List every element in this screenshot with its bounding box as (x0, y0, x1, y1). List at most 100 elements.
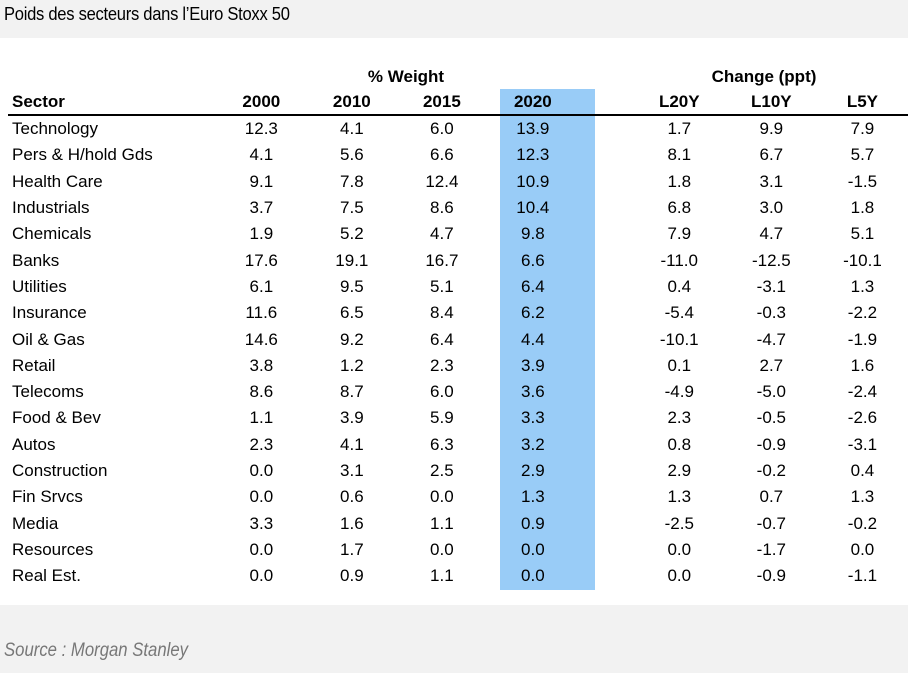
cell-w2000: 1.1 (249, 408, 274, 428)
table-row: Retail 3.8 1.2 2.3 3.9 0.1 2.7 1.6 (8, 353, 908, 379)
cell-sector: Industrials (12, 198, 90, 218)
cell-w2020: 6.6 (521, 250, 545, 270)
cell-w2015: 0.0 (430, 539, 454, 559)
cell-w2000: 12.3 (244, 119, 278, 139)
cell-w2010: 5.2 (340, 224, 364, 244)
cell-sector: Telecoms (12, 382, 84, 402)
source-note: Source : Morgan Stanley (4, 640, 189, 661)
cell-w2010: 8.7 (340, 382, 364, 402)
table-row: Media 3.3 1.6 1.1 0.9 -2.5 -0.7 -0.2 (8, 510, 908, 536)
cell-l10y: -5.0 (756, 382, 786, 402)
spacer-cell (579, 326, 633, 352)
table-row: Banks 17.6 19.1 16.7 6.6 -11.0 -12.5 -10.1 (8, 247, 908, 273)
cell-w2015: 6.0 (430, 119, 454, 139)
cell-w2000: 0.0 (249, 487, 274, 507)
cell-l10y: -0.9 (756, 566, 786, 586)
column-2020-highlight (500, 89, 595, 590)
cell-l5y: -2.2 (847, 303, 878, 323)
cell-sector: Oil & Gas (12, 329, 85, 349)
cell-w2000: 1.9 (249, 224, 274, 244)
cell-w2015: 6.4 (430, 329, 454, 349)
cell-l10y: -3.1 (756, 276, 786, 296)
cell-sector: Media (12, 513, 59, 533)
cell-sector: Real Est. (12, 566, 81, 586)
cell-sector: Autos (12, 434, 56, 454)
cell-w2000: 0.0 (249, 461, 274, 480)
cell-w2000: 11.6 (245, 303, 278, 323)
cell-w2015: 2.5 (430, 461, 454, 480)
cell-w2015: 6.6 (430, 145, 454, 165)
cell-w2000: 9.1 (249, 171, 274, 191)
cell-l10y: 3.0 (759, 198, 784, 218)
cell-l5y: -10.1 (843, 250, 882, 270)
cell-w2020: 10.4 (516, 198, 550, 218)
cell-l20y: 0.0 (667, 566, 692, 586)
cell-w2015: 4.7 (430, 224, 454, 244)
cell-w2020: 0.9 (521, 513, 545, 533)
cell-l20y: -10.1 (659, 329, 699, 349)
cell-l20y: 1.8 (667, 171, 692, 191)
cell-l20y: -11.0 (660, 250, 699, 270)
cell-w2010: 7.8 (340, 171, 364, 191)
cell-w2010: 5.6 (340, 145, 364, 165)
cell-w2020: 3.2 (521, 434, 545, 454)
col-header-l20y: L20Y (632, 90, 726, 116)
cell-l20y: 2.3 (667, 408, 692, 428)
cell-sector: Fin Srvcs (12, 487, 83, 507)
cell-w2020: 13.9 (516, 119, 550, 139)
cell-sector: Food & Bev (12, 408, 101, 428)
header-row: Sector 2000 2010 2015 2020 L20Y L10Y L5Y (8, 90, 908, 116)
table-row: Technology 12.3 4.1 6.0 13.9 1.7 9.9 7.9 (8, 115, 908, 142)
cell-sector: Chemicals (12, 224, 92, 244)
cell-l20y: -4.9 (664, 382, 694, 402)
cell-w2010: 9.5 (340, 276, 364, 296)
cell-w2015: 1.1 (430, 566, 454, 586)
group-header-change: Change (ppt) (711, 67, 817, 86)
cell-w2020: 10.9 (516, 171, 550, 191)
cell-w2000: 8.6 (249, 382, 274, 402)
cell-w2020: 6.2 (521, 303, 545, 323)
spacer-cell (579, 484, 633, 510)
cell-w2010: 1.2 (340, 355, 364, 375)
cell-l20y: -2.5 (664, 513, 694, 533)
cell-w2020: 1.3 (521, 487, 545, 507)
cell-sector: Health Care (12, 171, 103, 191)
cell-w2010: 1.6 (340, 513, 364, 533)
cell-sector: Construction (12, 461, 108, 480)
cell-l20y: 0.0 (667, 539, 692, 559)
cell-l5y: -2.4 (847, 382, 878, 402)
cell-w2020: 0.0 (521, 539, 545, 559)
cell-l10y: -0.3 (756, 303, 786, 323)
col-header-2000: 2000 (215, 90, 307, 116)
cell-l10y: -0.7 (756, 513, 786, 533)
cell-w2015: 5.1 (430, 276, 454, 296)
cell-l5y: 1.6 (850, 355, 875, 375)
cell-l10y: 9.9 (759, 119, 784, 139)
cell-w2015: 12.4 (425, 171, 459, 191)
cell-l5y: 1.8 (850, 198, 875, 218)
table-row: Pers & H/hold Gds 4.1 5.6 6.6 12.3 8.1 6.7 5.7 (8, 142, 908, 168)
cell-l20y: 1.7 (667, 119, 692, 139)
table-row: Resources 0.0 1.7 0.0 0.0 0.0 -1.7 0.0 (8, 537, 908, 563)
cell-l10y: 2.7 (759, 355, 784, 375)
cell-w2010: 4.1 (340, 434, 364, 454)
table-row: Utilities 6.1 9.5 5.1 6.4 0.4 -3.1 1.3 (8, 274, 908, 300)
cell-w2010: 1.7 (340, 539, 364, 559)
cell-w2000: 14.6 (244, 329, 278, 349)
spacer-cell (579, 405, 633, 431)
spacer-cell (579, 274, 633, 300)
table-row: Insurance 11.6 6.5 8.4 6.2 -5.4 -0.3 -2.2 (8, 300, 908, 326)
cell-w2020: 0.0 (521, 566, 545, 586)
cell-l5y: 0.0 (850, 539, 875, 559)
cell-w2020: 4.4 (521, 329, 545, 349)
col-header-sector: Sector (8, 90, 216, 116)
cell-l10y: -0.9 (756, 434, 786, 454)
cell-l10y: 0.7 (759, 487, 784, 507)
cell-l20y: 2.9 (667, 461, 692, 480)
cell-w2010: 7.5 (340, 198, 364, 218)
cell-l10y: -0.5 (756, 408, 786, 428)
cell-l20y: 1.3 (667, 487, 692, 507)
cell-l20y: 6.8 (667, 198, 692, 218)
cell-w2015: 8.4 (430, 303, 454, 323)
cell-l5y: 1.3 (850, 487, 875, 507)
